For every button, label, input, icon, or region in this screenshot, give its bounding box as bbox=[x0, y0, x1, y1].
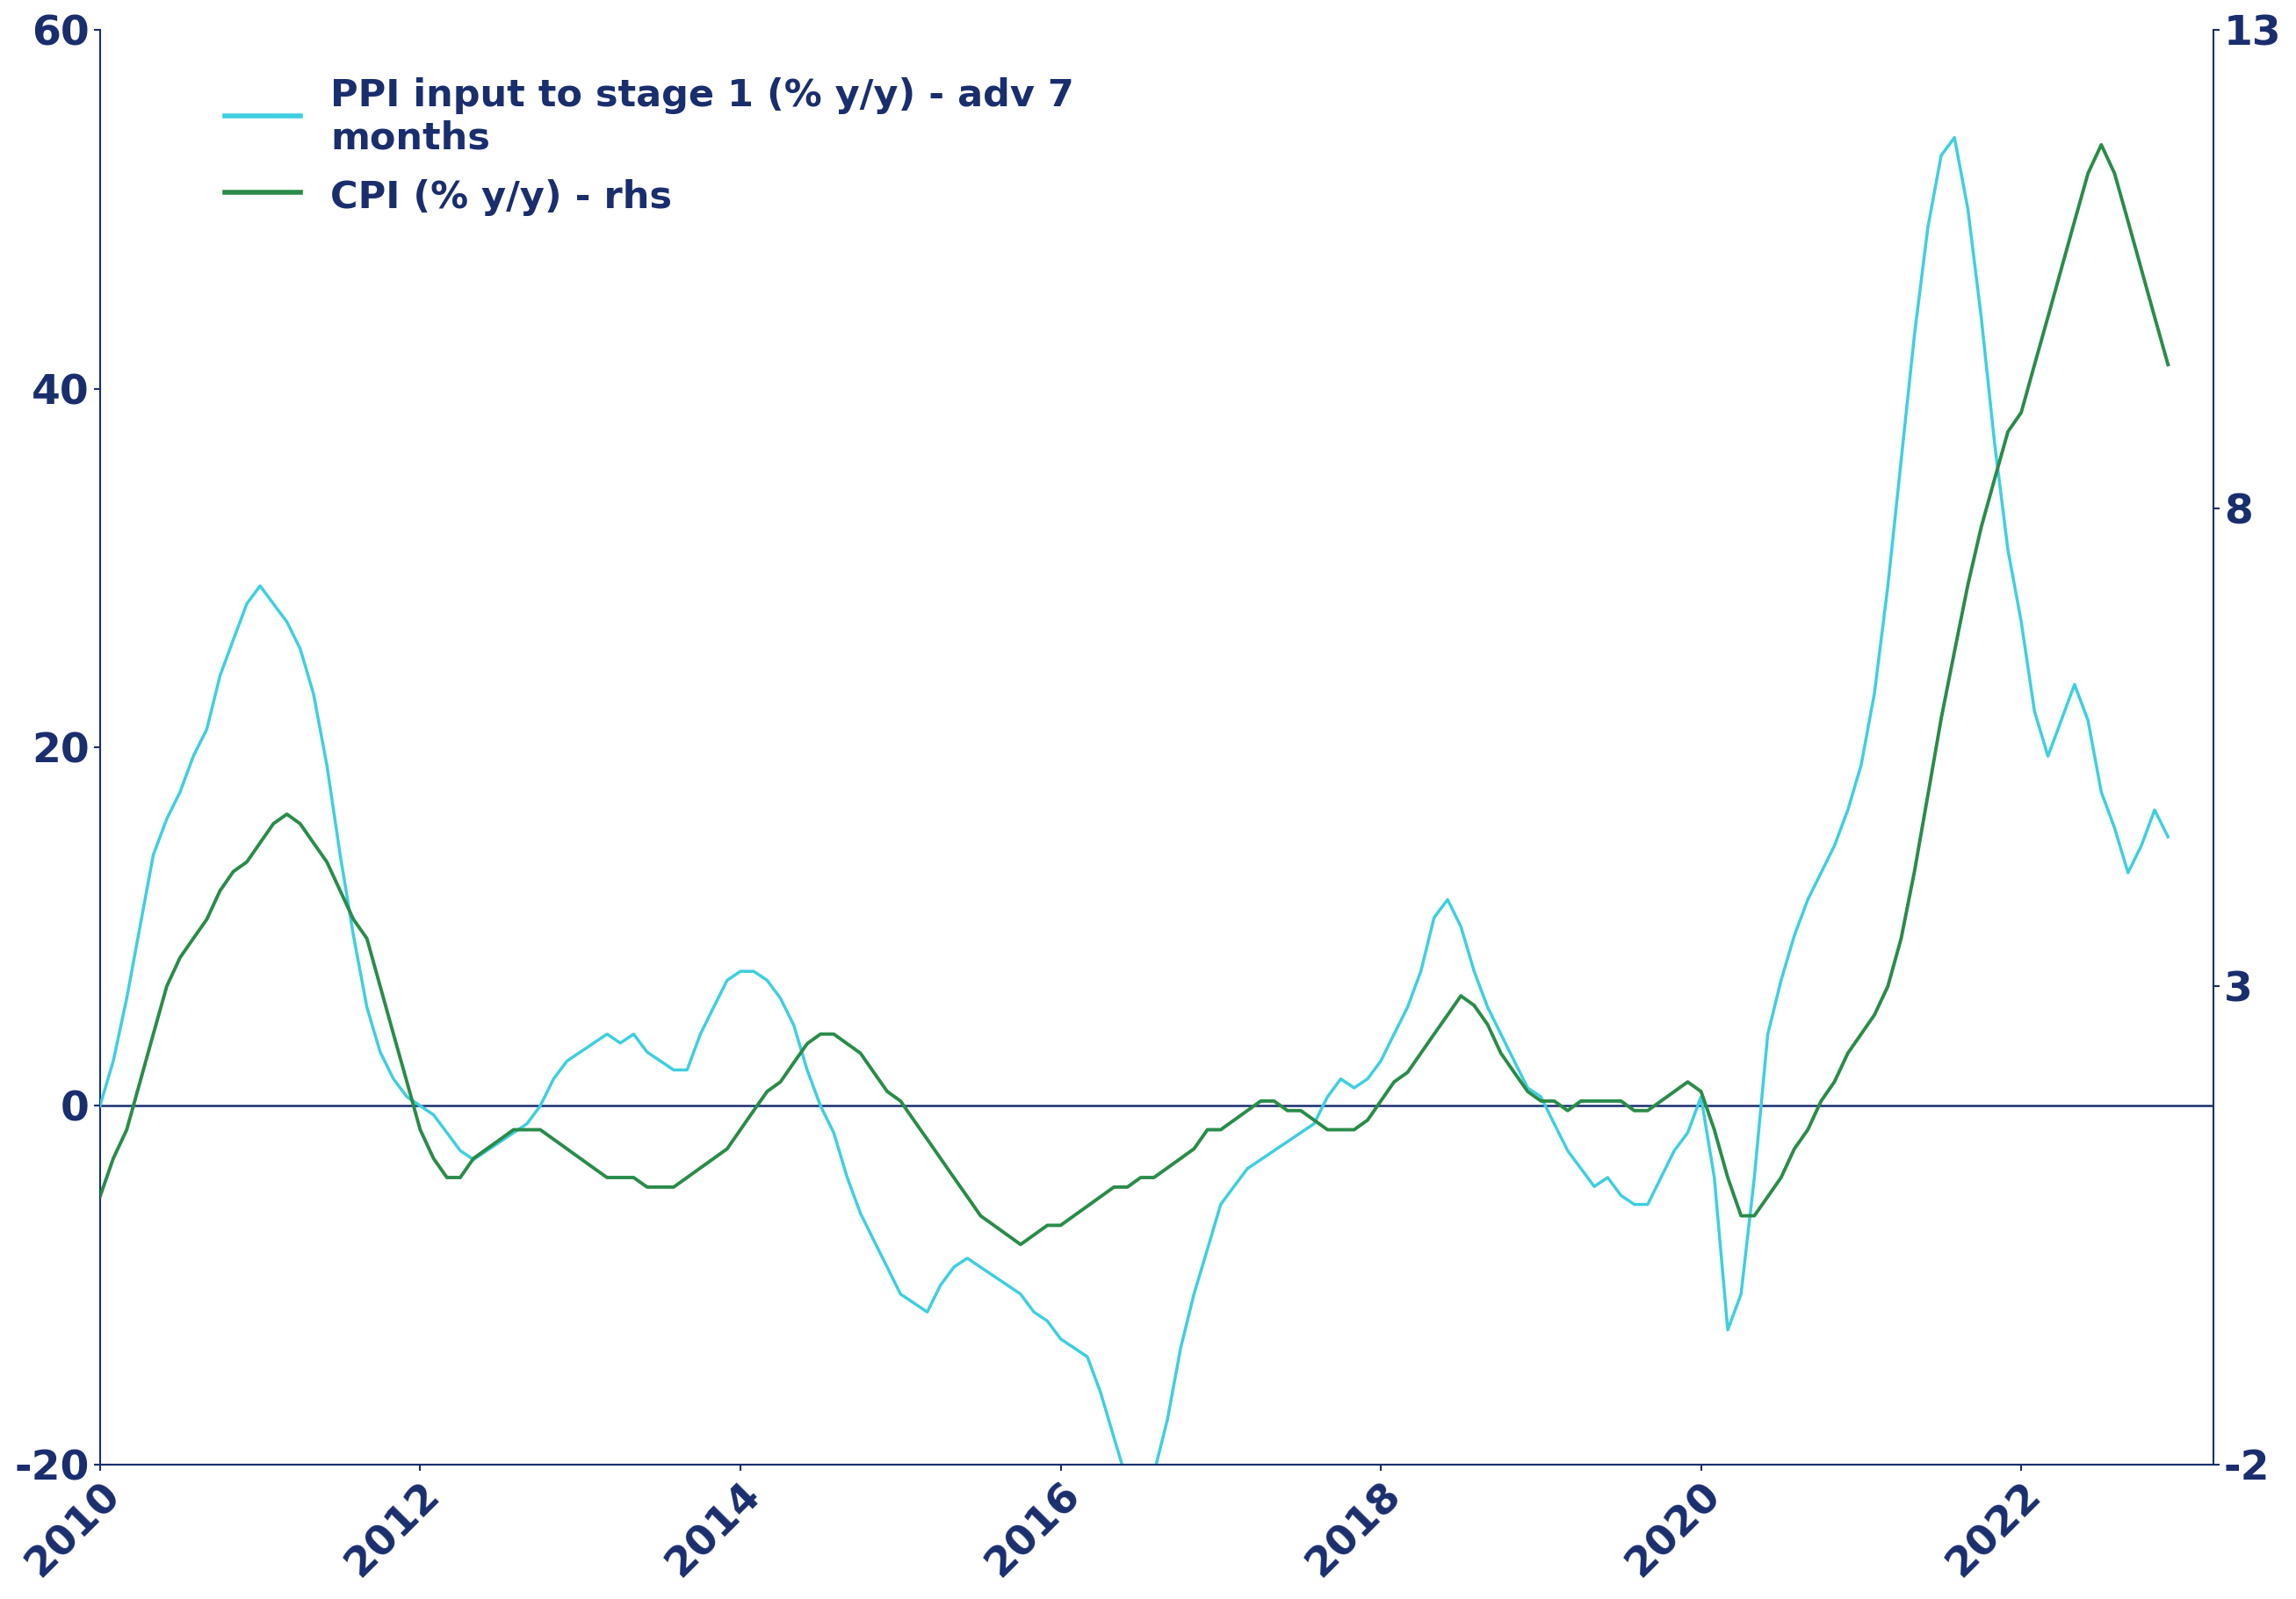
Legend: PPI input to stage 1 (% y/y) - adv 7
months, CPI (% y/y) - rhs: PPI input to stage 1 (% y/y) - adv 7 mon… bbox=[225, 78, 1075, 216]
